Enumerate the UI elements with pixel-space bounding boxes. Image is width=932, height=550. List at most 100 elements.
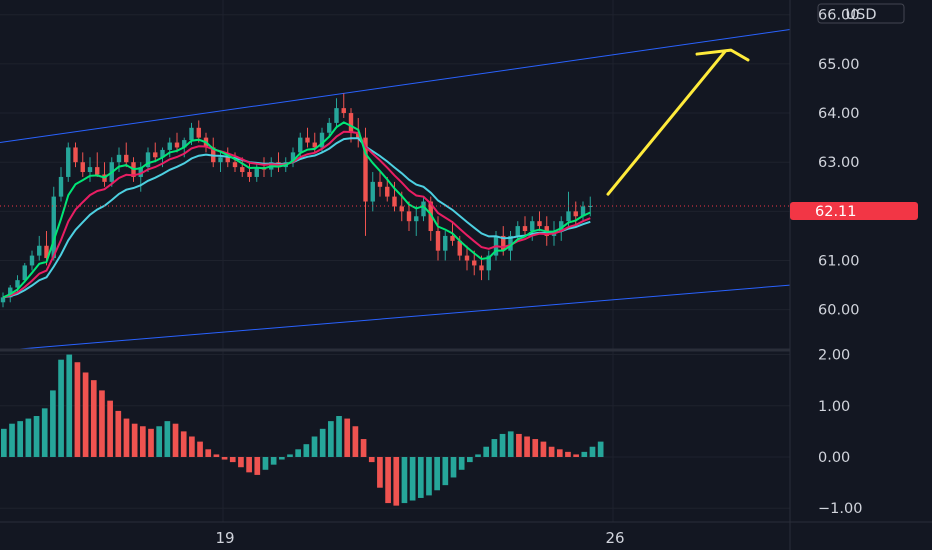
candle-body xyxy=(377,181,383,187)
candle-42 xyxy=(305,127,310,148)
osc-bar-67 xyxy=(548,446,555,457)
last-price-label: 62.11 xyxy=(815,204,857,220)
osc-bar-56 xyxy=(458,456,465,470)
candle-body xyxy=(327,122,332,133)
candle-body xyxy=(399,206,404,212)
y-tick-66.00: 66.00 xyxy=(818,8,860,24)
osc-bar-59 xyxy=(483,446,490,457)
osc-bar-26 xyxy=(213,454,220,457)
osc-bar-14 xyxy=(115,410,122,457)
candle-64 xyxy=(464,245,470,271)
candle-body xyxy=(196,127,201,138)
candle-body xyxy=(312,142,317,148)
candle-body xyxy=(414,216,419,222)
candle-body xyxy=(37,245,42,256)
candle-67 xyxy=(486,250,491,281)
channel-upper-line xyxy=(0,28,791,144)
candle-body xyxy=(153,152,158,158)
osc-bar-49 xyxy=(401,456,408,504)
candle-body xyxy=(566,211,571,222)
candle-body xyxy=(58,176,64,197)
candle-body xyxy=(182,140,187,148)
candle-body xyxy=(472,260,477,266)
candle-3 xyxy=(22,262,27,283)
osc-bar-8 xyxy=(66,354,73,457)
osc-bar-18 xyxy=(148,428,154,457)
osc-tick-3: −1.00 xyxy=(818,501,862,517)
osc-bar-62 xyxy=(507,431,514,457)
x-tick-26: 26 xyxy=(605,529,624,547)
osc-bar-36 xyxy=(295,449,301,457)
osc-bar-29 xyxy=(238,456,244,468)
candle-body xyxy=(44,245,49,259)
candle-body xyxy=(370,181,375,202)
candle-body xyxy=(334,108,339,123)
osc-bar-1 xyxy=(9,423,15,457)
candle-body xyxy=(8,287,13,298)
price-axis[interactable]: 66.00 65.00 64.00 63.00 61.00 60.00 xyxy=(818,8,860,319)
y-tick-64.00: 64.00 xyxy=(818,106,860,122)
candle-body xyxy=(218,157,223,163)
osc-bar-20 xyxy=(164,421,171,457)
candle-12 xyxy=(87,157,93,182)
candle-body xyxy=(406,211,412,222)
osc-bar-15 xyxy=(123,418,130,457)
osc-bar-34 xyxy=(278,456,285,460)
candle-body xyxy=(29,255,35,266)
currency-label-text: USD xyxy=(846,7,877,23)
osc-bar-47 xyxy=(385,456,391,504)
candle-80 xyxy=(580,201,586,222)
osc-bar-16 xyxy=(131,423,138,457)
candle-body xyxy=(356,132,361,138)
osc-bar-28 xyxy=(229,456,236,463)
last-price-badge: 62.11 xyxy=(790,202,918,220)
osc-bar-58 xyxy=(475,454,481,457)
candle-24 xyxy=(174,132,180,153)
candle-body xyxy=(435,231,441,251)
y-tick-63.00: 63.00 xyxy=(818,155,860,171)
osc-bar-13 xyxy=(107,400,113,457)
candle-body xyxy=(22,265,27,281)
candle-body xyxy=(341,108,346,114)
candle-16 xyxy=(116,147,122,173)
candle-body xyxy=(145,152,151,168)
candle-71 xyxy=(515,221,520,241)
candle-73 xyxy=(530,216,535,241)
osc-bar-10 xyxy=(82,372,89,457)
candle-body xyxy=(450,235,455,241)
candle-body xyxy=(160,149,165,158)
candle-40 xyxy=(290,147,296,168)
candle-74 xyxy=(537,211,542,232)
osc-bar-44 xyxy=(360,439,367,457)
candle-body xyxy=(530,221,535,232)
osc-bar-22 xyxy=(180,431,187,457)
osc-bar-45 xyxy=(368,456,375,463)
candle-body xyxy=(588,205,593,207)
candle-body xyxy=(15,280,20,288)
candle-34 xyxy=(247,162,252,182)
osc-bar-57 xyxy=(467,456,473,463)
y-tick-61.00: 61.00 xyxy=(818,254,860,270)
osc-bar-66 xyxy=(540,441,547,457)
osc-tick-0: 2.00 xyxy=(818,348,850,364)
oscillator-axis[interactable]: 2.00 1.00 0.00 −1.00 xyxy=(818,348,862,518)
moving-averages xyxy=(2,121,591,299)
osc-bar-6 xyxy=(50,390,56,457)
candle-body xyxy=(51,196,56,259)
annotations xyxy=(0,48,790,207)
candle-body xyxy=(138,167,143,177)
grid xyxy=(0,0,790,522)
candle-60 xyxy=(435,216,441,261)
osc-bar-23 xyxy=(189,436,195,457)
candle-body xyxy=(457,240,462,256)
time-axis[interactable]: 19 26 xyxy=(215,529,624,547)
osc-bar-65 xyxy=(532,439,539,457)
currency-label[interactable]: USD xyxy=(817,3,905,24)
osc-bar-0 xyxy=(1,428,7,457)
candle-body xyxy=(479,265,484,271)
osc-bar-27 xyxy=(221,456,228,460)
candle-body xyxy=(305,137,310,143)
candle-body xyxy=(363,137,368,202)
osc-bar-64 xyxy=(524,436,530,457)
